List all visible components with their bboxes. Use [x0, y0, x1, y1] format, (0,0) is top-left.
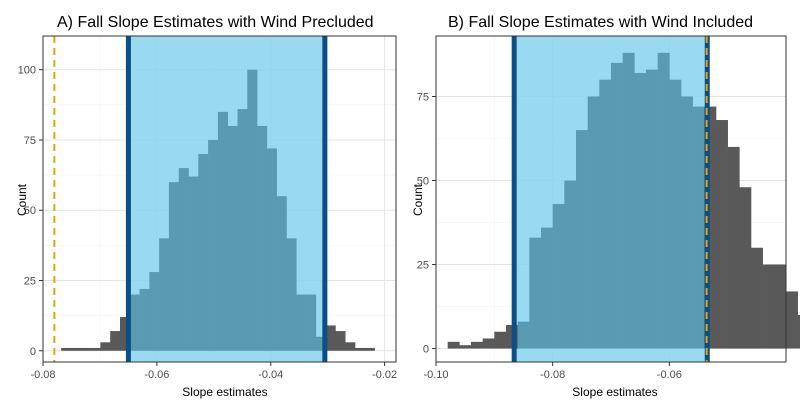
- histogram-bar: [149, 272, 160, 351]
- panel-a: -0.08 -0.06 -0.04 -0.02 0 25 50 75 100 A) Fall S…: [15, 14, 397, 399]
- histogram-bar: [541, 227, 553, 349]
- histogram-bar: [716, 120, 728, 349]
- histogram-bar: [587, 96, 600, 349]
- histogram-bar: [110, 331, 121, 351]
- y-tick-label: 75: [24, 135, 36, 147]
- histogram-bar: [227, 125, 238, 351]
- histogram-bar: [751, 247, 763, 349]
- histogram-bar: [198, 154, 209, 351]
- histogram-bar: [266, 148, 277, 351]
- histogram-bar: [247, 69, 258, 351]
- histogram-bar: [517, 321, 530, 349]
- histogram-bar: [286, 238, 297, 351]
- panel-b-y-axis-label: Count: [411, 183, 425, 216]
- histogram-bar: [739, 187, 752, 349]
- histogram-bar: [704, 106, 717, 349]
- histogram-bar: [188, 176, 199, 351]
- y-tick-label: 25: [417, 260, 429, 272]
- histogram-bar: [634, 72, 647, 349]
- histogram-bar: [447, 341, 460, 349]
- histogram-bar: [208, 139, 219, 351]
- histogram-bar: [576, 130, 588, 349]
- x-tick-label: -0.08: [540, 369, 565, 381]
- histogram-bar: [681, 96, 693, 349]
- panel-b-x-axis-label: Slope estimates: [572, 385, 657, 399]
- histogram-bar: [552, 204, 565, 349]
- histogram-bar: [529, 237, 542, 349]
- panel-b-title: B) Fall Slope Estimates with Wind Includ…: [448, 14, 753, 31]
- histogram-bar: [482, 338, 495, 349]
- histogram-bar: [797, 314, 800, 349]
- histogram-bar: [727, 146, 740, 349]
- plot-area: -0.10 -0.08 -0.06 0 25 50 75: [417, 35, 800, 381]
- panel-a-title: A) Fall Slope Estimates with Wind Preclu…: [57, 14, 374, 31]
- histogram-bar: [276, 196, 287, 351]
- histogram-bar: [71, 347, 82, 351]
- histogram-bar: [564, 180, 577, 349]
- histogram-bar: [774, 264, 787, 349]
- histogram-bar: [599, 79, 612, 349]
- histogram-bar: [257, 125, 268, 351]
- histogram-bar: [168, 182, 180, 351]
- panel-a-y-axis-label: Count: [15, 183, 29, 216]
- histogram-bar: [786, 291, 798, 349]
- plot-area: -0.08 -0.06 -0.04 -0.02 0 25 50 75 100: [18, 35, 397, 381]
- histogram-bar: [657, 52, 670, 349]
- histogram-bar: [459, 345, 472, 349]
- histogram-bar: [129, 294, 140, 351]
- histogram-bar: [296, 294, 307, 351]
- x-tick-label: -0.10: [423, 369, 448, 381]
- histogram-bar: [762, 264, 775, 349]
- histogram-bar: [325, 325, 336, 351]
- histogram-bar: [178, 168, 189, 351]
- histogram-bar: [494, 331, 507, 349]
- histogram-bar: [159, 238, 170, 351]
- x-tick-label: -0.02: [372, 369, 397, 381]
- histogram-bar: [622, 52, 635, 349]
- histogram-bar: [119, 317, 131, 351]
- histogram-bar: [315, 336, 326, 351]
- y-tick-label: 50: [417, 176, 429, 188]
- x-tick-label: -0.06: [657, 369, 682, 381]
- histogram-bar: [471, 341, 483, 349]
- histogram-bar: [80, 347, 91, 351]
- histogram-bar: [646, 69, 658, 349]
- x-tick-label: -0.06: [144, 369, 169, 381]
- histogram-bar: [237, 109, 248, 351]
- histogram-bar: [217, 111, 228, 351]
- histogram-bar: [61, 347, 72, 351]
- histogram-bar: [669, 79, 682, 349]
- histogram-bar: [611, 62, 623, 349]
- histogram-bar: [139, 288, 150, 351]
- histogram-bar: [692, 106, 705, 349]
- histogram-bar: [345, 342, 356, 351]
- y-tick-label: 75: [417, 91, 429, 103]
- y-tick-label: 50: [24, 205, 36, 217]
- panel-b: -0.10 -0.08 -0.06 0 25 50 75 B) Fall Slope Est…: [411, 14, 800, 399]
- y-tick-label: 0: [423, 344, 429, 356]
- histogram-bar: [90, 347, 101, 351]
- y-tick-label: 25: [24, 276, 36, 288]
- panel-a-x-axis-label: Slope estimates: [182, 385, 267, 399]
- histogram-bar: [355, 347, 366, 351]
- x-tick-label: -0.04: [258, 369, 283, 381]
- histogram-bar: [100, 342, 111, 351]
- histogram-bar: [335, 331, 346, 351]
- histogram-bar: [306, 294, 317, 351]
- histogram-bar: [364, 347, 375, 351]
- y-tick-label: 0: [30, 346, 36, 358]
- panel-border: [435, 35, 787, 363]
- panel-border: [42, 35, 397, 363]
- y-tick-label: 100: [18, 65, 36, 77]
- x-tick-label: -0.08: [30, 369, 55, 381]
